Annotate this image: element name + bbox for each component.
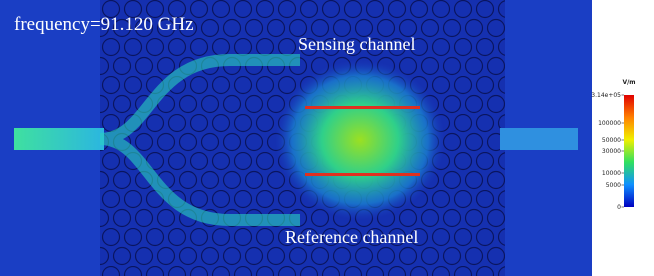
sensing-label: Sensing channel [298,34,415,54]
colorbar-tick-label: 50000 [602,137,621,144]
field-hotspot [275,60,445,220]
field-plot-screenshot: frequency=91.120 GHz Sensing channel Ref… [0,0,654,276]
output-waveguide [500,128,578,150]
colorbar-ramp [624,95,634,207]
colorbar-tick-label: 100000 [598,120,621,127]
colorbar-tick-label: 30000 [602,148,621,155]
colorbar-tick-label: 10000 [602,170,621,177]
frequency-label: frequency=91.120 GHz [14,14,194,35]
reference-label: Reference channel [285,227,418,247]
colorbar-tick-label: 0 [617,204,621,211]
sensing-field-line [305,106,420,109]
reference-field-line [305,173,420,176]
colorbar-tick-label: 5000 [606,182,621,189]
input-waveguide [14,128,104,150]
colorbar-unit: V/m [622,79,635,86]
colorbar-tick-label: 3.14e+05 [591,92,621,99]
